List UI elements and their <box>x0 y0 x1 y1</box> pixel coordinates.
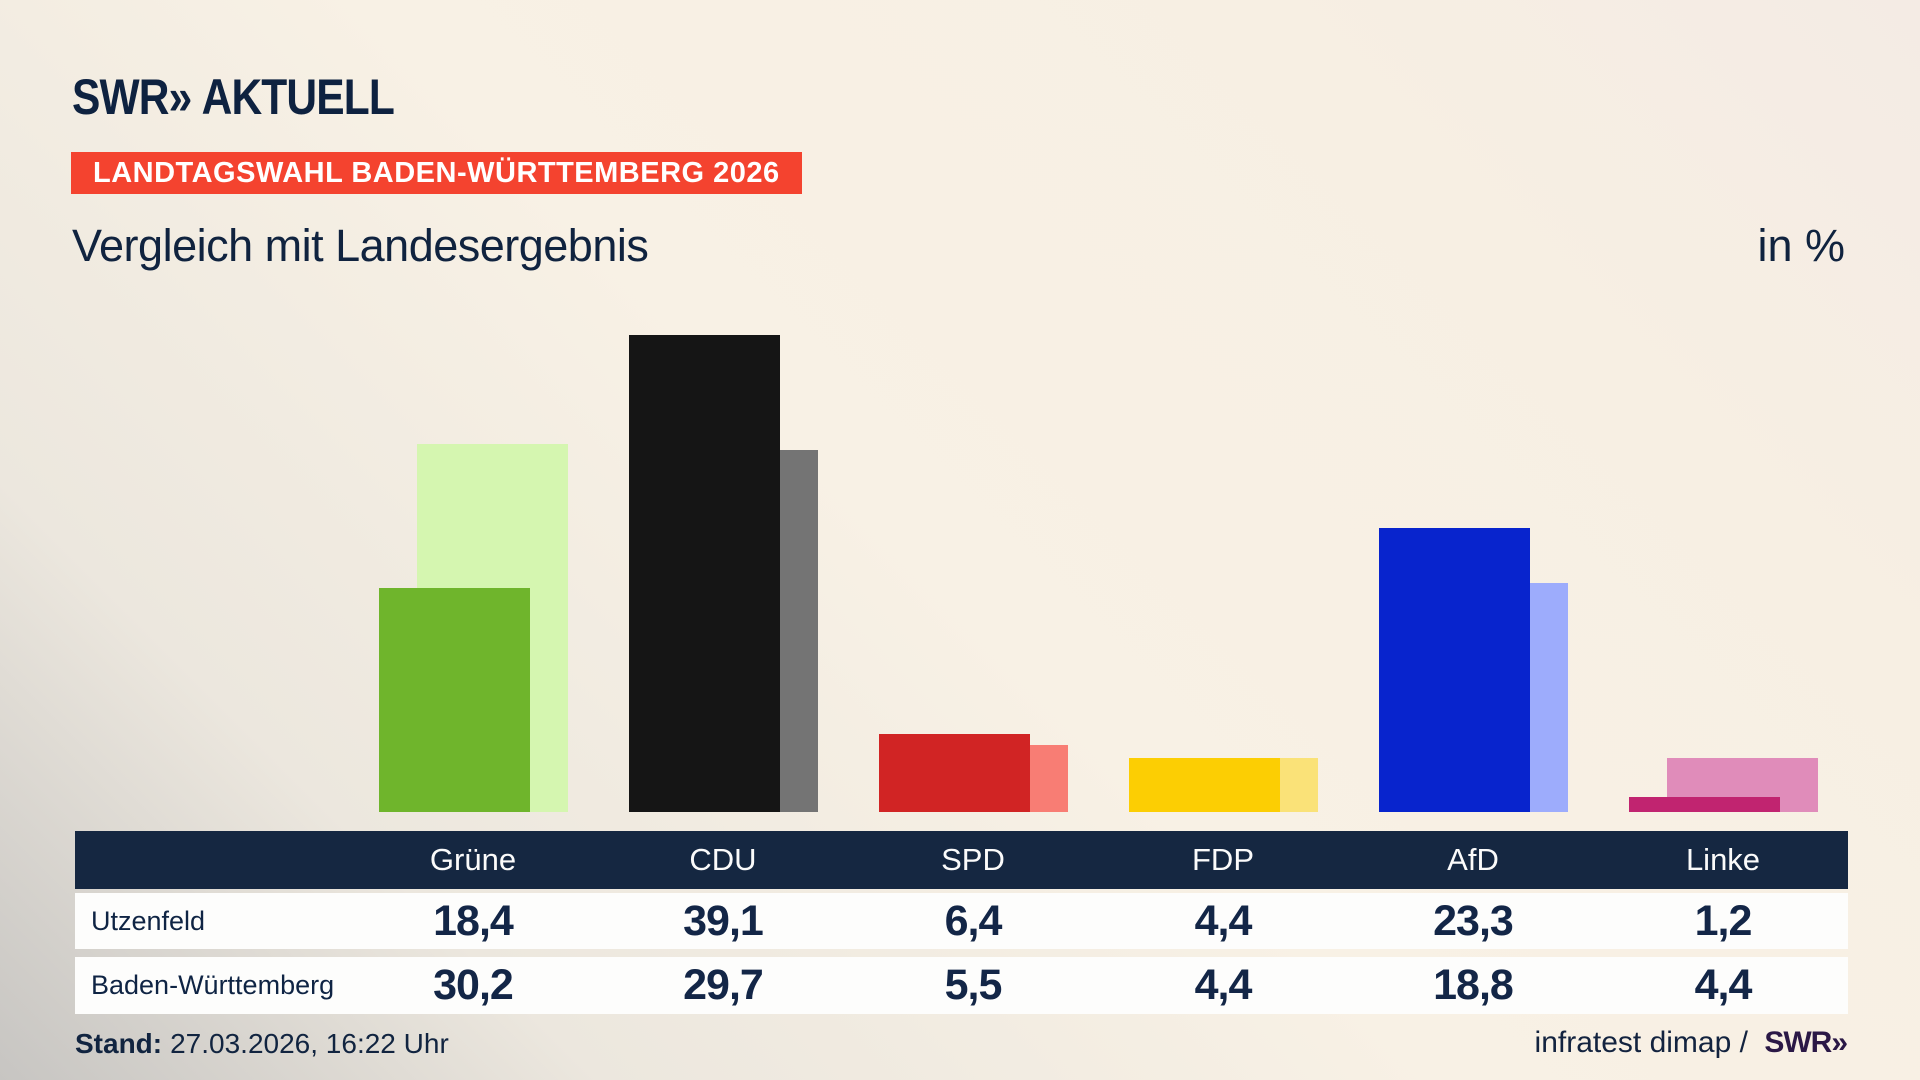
value-utzenfeld-afd: 23,3 <box>1433 897 1514 945</box>
value-utzenfeld-fdp: 4,4 <box>1194 897 1253 945</box>
value-bw-gruene: 30,2 <box>433 961 514 1009</box>
value-utzenfeld-spd: 6,4 <box>944 897 1003 945</box>
swr-chevrons-icon: » <box>168 69 193 125</box>
stand-label: Stand: <box>75 1028 163 1059</box>
stand-line: Stand: 27.03.2026, 16:22 Uhr <box>75 1028 449 1060</box>
value-bw-afd: 18,8 <box>1433 961 1514 1009</box>
swr-aktuell-logo: SWR» AKTUELL <box>72 68 395 126</box>
value-utzenfeld-gruene: 18,4 <box>433 897 514 945</box>
table-row-utzenfeld: Utzenfeld 18,4 39,1 6,4 4,4 23,3 1,2 <box>75 893 1848 949</box>
unit-label: in % <box>1757 220 1845 271</box>
value-utzenfeld-linke: 1,2 <box>1694 897 1753 945</box>
value-bw-cdu: 29,7 <box>683 961 764 1009</box>
results-table: Grüne CDU SPD FDP AfD Linke Utzenfeld 18… <box>75 831 1848 1014</box>
table-header-row: Grüne CDU SPD FDP AfD Linke <box>75 831 1848 889</box>
bar-utzenfeld-grüne <box>379 588 530 812</box>
swr-logo-text: SWR <box>72 69 169 125</box>
bar-utzenfeld-fdp <box>1129 758 1280 812</box>
aktuell-logo-text: AKTUELL <box>201 69 395 125</box>
bar-utzenfeld-cdu <box>629 335 780 812</box>
chart-title: Vergleich mit Landesergebnis <box>72 220 649 271</box>
stand-value: 27.03.2026, 16:22 Uhr <box>170 1028 449 1059</box>
swr-source-logo: SWR» <box>1764 1026 1848 1059</box>
bar-utzenfeld-afd <box>1379 528 1530 812</box>
bar-utzenfeld-linke <box>1629 797 1780 812</box>
election-badge: LANDTAGSWAHL BADEN-WÜRTTEMBERG 2026 <box>71 152 802 194</box>
column-header-cdu: CDU <box>689 842 757 877</box>
column-header-linke: Linke <box>1685 842 1761 877</box>
value-bw-linke: 4,4 <box>1694 961 1753 1009</box>
value-utzenfeld-cdu: 39,1 <box>683 897 764 945</box>
table-header-spacer <box>75 831 348 889</box>
column-header-fdp: FDP <box>1192 842 1254 877</box>
column-header-spd: SPD <box>941 842 1005 877</box>
column-header-gruene: Grüne <box>429 842 517 877</box>
row-label: Baden-Württemberg <box>91 970 335 1000</box>
table-row-baden-wuerttemberg: Baden-Württemberg 30,2 29,7 5,5 4,4 18,8… <box>75 957 1848 1014</box>
column-header-afd: AfD <box>1447 842 1499 877</box>
swr-source-logo-text: SWR <box>1764 1026 1832 1059</box>
value-bw-spd: 5,5 <box>944 961 1003 1009</box>
bar-utzenfeld-spd <box>879 734 1030 812</box>
value-bw-fdp: 4,4 <box>1194 961 1253 1009</box>
row-label: Utzenfeld <box>91 906 206 936</box>
swr-source-chevrons-icon: » <box>1831 1026 1848 1059</box>
source-text: infratest dimap / <box>1534 1026 1748 1059</box>
source-line: infratest dimap / SWR» <box>1534 1026 1848 1060</box>
bar-chart <box>379 335 1818 812</box>
